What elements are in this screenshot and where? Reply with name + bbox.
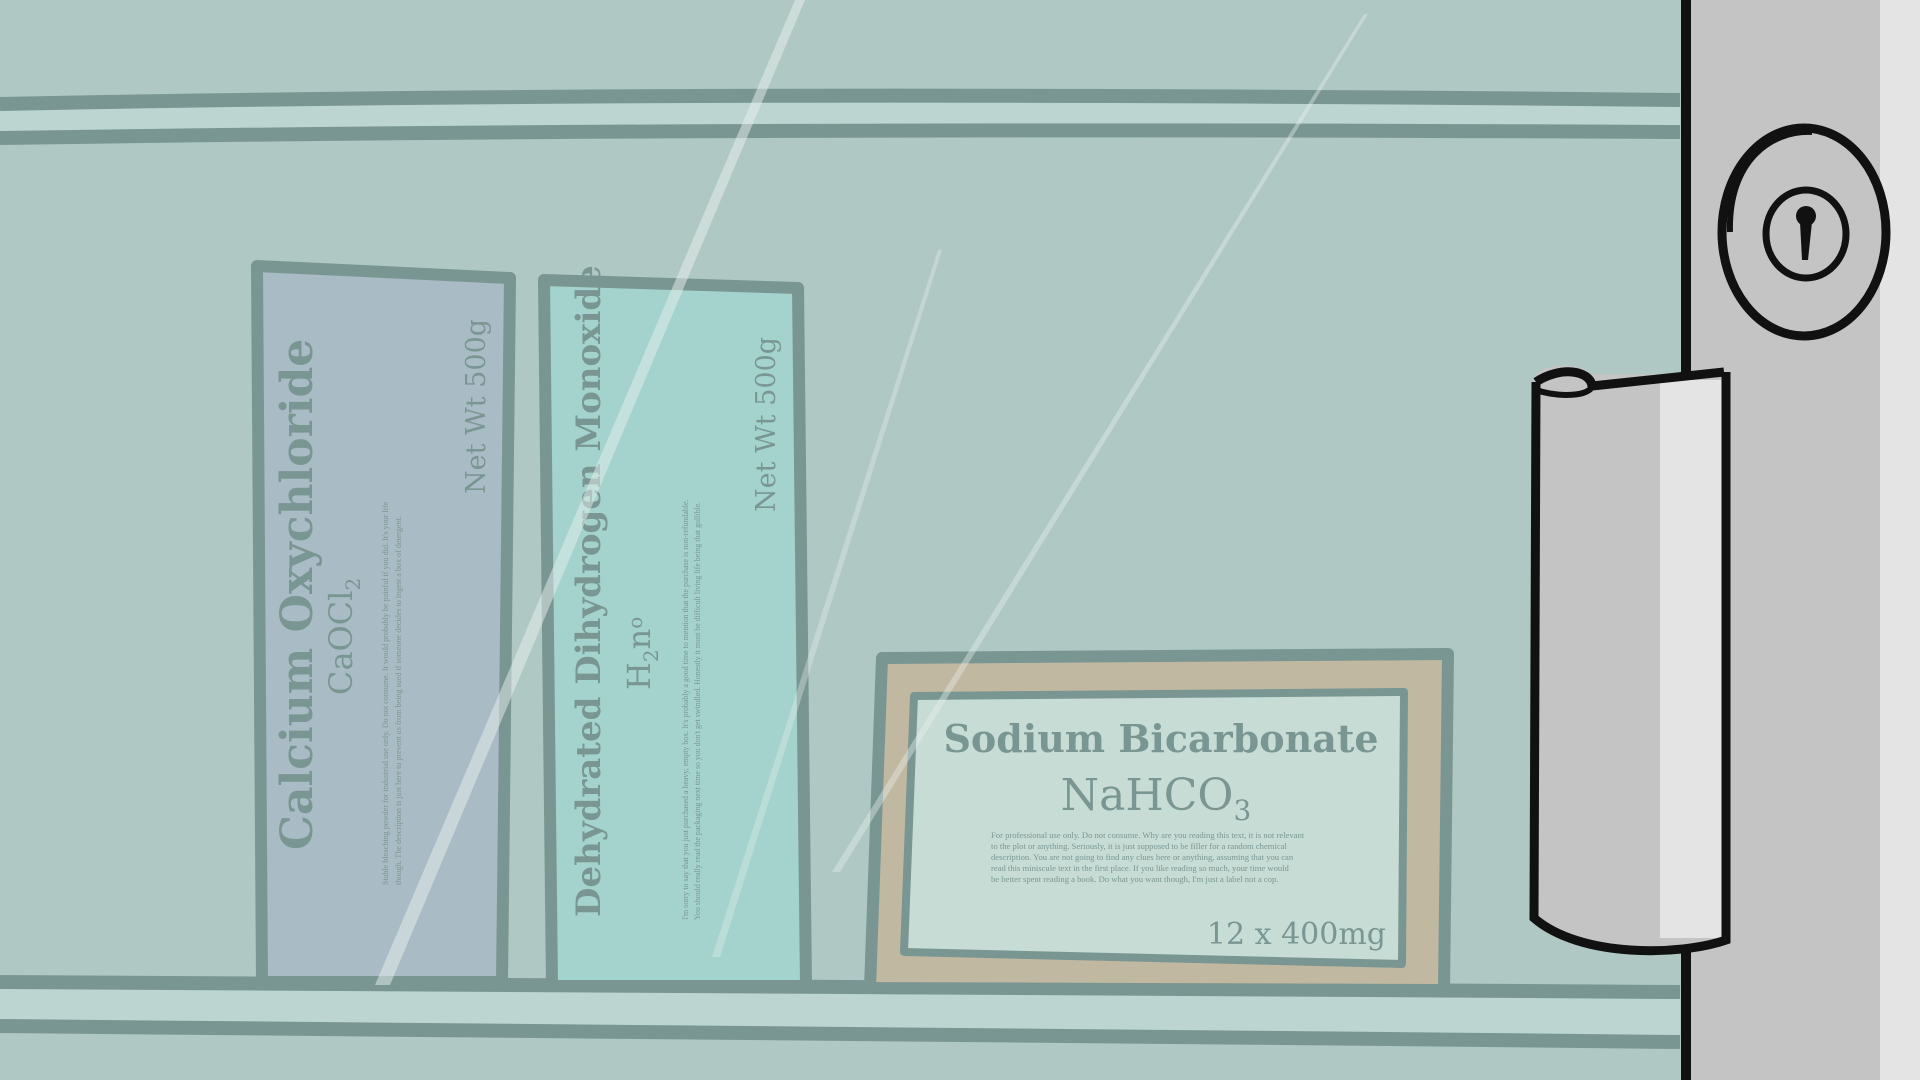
- keyhole-icon: [1796, 206, 1816, 260]
- cabinet-lock[interactable]: [1717, 123, 1891, 341]
- soda-box-formula: NaHCO3: [1061, 770, 1252, 827]
- water-box-desc-line-2: You should really read the packaging nex…: [693, 502, 702, 920]
- soda-box-name: Sodium Bicarbonate: [943, 716, 1378, 761]
- soda-desc-line-2: to the plot or anything. Seriously, it i…: [991, 841, 1287, 851]
- soda-desc-line-3: description. You are not going to find a…: [991, 852, 1294, 862]
- soda-label-panel: [900, 688, 1408, 968]
- soda-desc-line-4: read this miniscule text in the first pl…: [991, 863, 1290, 873]
- soda-box-quantity: 12 x 400mg: [1207, 917, 1386, 952]
- water-box-formula: H2no: [620, 617, 663, 690]
- calcium-box-weight: Net Wt 500g: [461, 319, 492, 494]
- calcium-box-formula: CaOCl2: [322, 578, 365, 695]
- soda-desc-line-1: For professional use only. Do not consum…: [991, 830, 1305, 840]
- upper-shelf: [0, 88, 1681, 145]
- dihydrogen-monoxide-box[interactable]: Dehydrated Dihydrogen Monoxide H2no I'm …: [538, 265, 812, 992]
- sodium-bicarbonate-box[interactable]: Sodium Bicarbonate NaHCO3 For profession…: [864, 648, 1454, 996]
- calcium-box-desc-line-2: though. The description is just here to …: [394, 516, 403, 885]
- water-box-desc-line-1: I'm sorry to say that you just purchased…: [681, 500, 690, 920]
- door-hinge-icon[interactable]: [1529, 365, 1731, 956]
- glass-reflections: [375, 0, 1368, 985]
- calcium-box-name: Calcium Oxychloride: [272, 339, 323, 850]
- calcium-box-desc-line-1: Stable bleaching powder for industrial u…: [381, 501, 390, 885]
- water-box-weight: Net Wt 500g: [751, 337, 782, 512]
- soda-desc-line-5: be better spent reading a book. Do what …: [991, 874, 1278, 884]
- water-box-name: Dehydrated Dihydrogen Monoxide: [569, 265, 609, 917]
- calcium-oxychloride-box[interactable]: Calcium Oxychloride CaOCl2 Stable bleach…: [251, 260, 516, 988]
